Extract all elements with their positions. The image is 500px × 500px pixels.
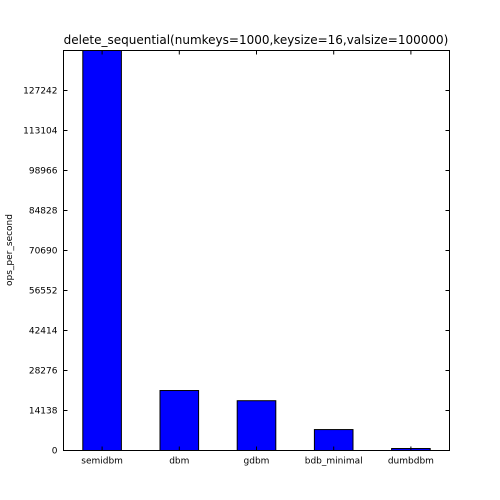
x-tick-label: gdbm: [244, 457, 270, 467]
y-tick-label: 70690: [29, 247, 58, 257]
y-ticks-group: 0 14138 28276 42414 56552 70690 84828 98966 1131…: [23, 87, 450, 457]
bar-semidbm: [82, 50, 122, 451]
y-tick-label: 42414: [29, 327, 58, 337]
bar-dbm: [159, 390, 200, 451]
y-tick-label: 84828: [29, 207, 58, 217]
y-axis-label: ops_per_second: [5, 214, 15, 286]
chart-title: delete_sequential(numkeys=1000,keysize=1…: [64, 33, 449, 47]
x-ticks-group: semidbm dbm gdbm bdb_minimal dumbdbm: [81, 50, 434, 467]
x-tick-label: semidbm: [81, 457, 123, 467]
y-tick-label: 56552: [29, 287, 58, 297]
x-tick-label: dumbdbm: [388, 457, 434, 467]
bars-group: [82, 50, 431, 452]
plot-frame: [63, 50, 450, 451]
y-tick-label: 0: [52, 447, 58, 457]
bar-gdbm: [236, 400, 277, 451]
x-tick-label: dbm: [169, 457, 189, 467]
y-tick-label: 127242: [23, 87, 57, 97]
y-tick-label: 14138: [29, 407, 58, 417]
x-tick-label: bdb_minimal: [305, 457, 363, 467]
y-tick-label: 28276: [29, 367, 58, 377]
y-tick-label: 113104: [23, 127, 58, 137]
y-tick-label: 98966: [29, 167, 58, 177]
